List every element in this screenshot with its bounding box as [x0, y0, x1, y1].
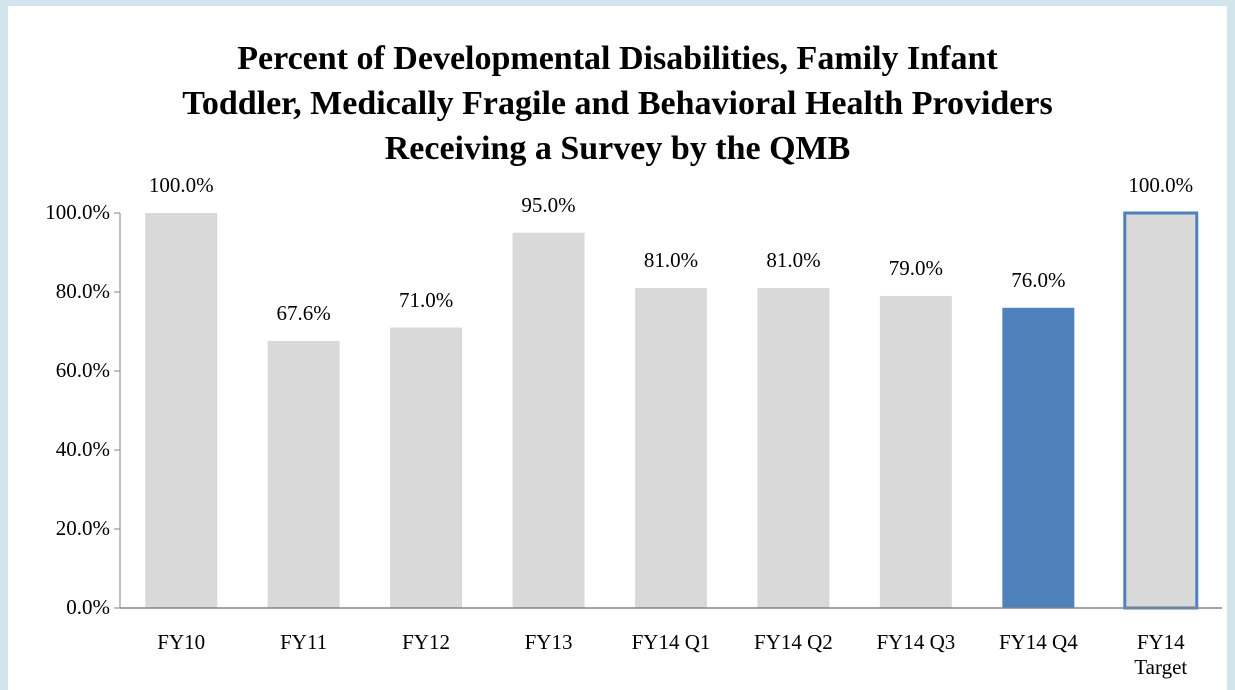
value-label: 81.0% [766, 248, 821, 273]
bar [145, 213, 218, 608]
value-label: 100.0% [1128, 173, 1194, 197]
value-label: 71.0% [398, 287, 454, 312]
value-label: 100.0% [148, 173, 214, 197]
x-tick-label: FY14 Q1 [631, 630, 711, 654]
value-label: 76.0% [1011, 267, 1066, 292]
y-tick-label: 100.0% [45, 200, 110, 224]
bar [267, 340, 340, 608]
y-tick-label: 0.0% [66, 595, 110, 619]
bar [1123, 211, 1199, 610]
x-tick-label: FY14 Q3 [876, 630, 956, 654]
chart-title: Percent of Developmental Disabilities, F… [182, 40, 1053, 167]
bar [390, 327, 463, 608]
chart [114, 211, 1222, 610]
x-tick-label: FY14 Q2 [754, 630, 833, 654]
x-tick-label: FY10 [157, 630, 206, 654]
value-label: 79.0% [888, 255, 943, 280]
x-tick-label: FY14 Q4 [998, 630, 1078, 654]
x-tick-label: FY12 [402, 630, 451, 654]
bar [512, 232, 585, 608]
bar [635, 288, 707, 608]
x-tick-label: FY14 Target [1134, 630, 1188, 680]
chart-panel: Percent of Developmental Disabilities, F… [8, 6, 1227, 690]
bar [879, 295, 952, 608]
y-tick-label: 20.0% [55, 516, 110, 540]
y-tick-label: 40.0% [55, 437, 110, 461]
value-label: 81.0% [643, 248, 699, 273]
value-label: 95.0% [521, 192, 576, 217]
bar [1002, 307, 1075, 608]
x-tick-label: FY11 [280, 630, 328, 654]
y-tick-label: 60.0% [55, 358, 110, 382]
x-tick-label: FY13 [524, 630, 573, 654]
bar [757, 288, 830, 608]
y-tick-label: 80.0% [55, 279, 110, 303]
value-label: 67.6% [276, 300, 331, 325]
